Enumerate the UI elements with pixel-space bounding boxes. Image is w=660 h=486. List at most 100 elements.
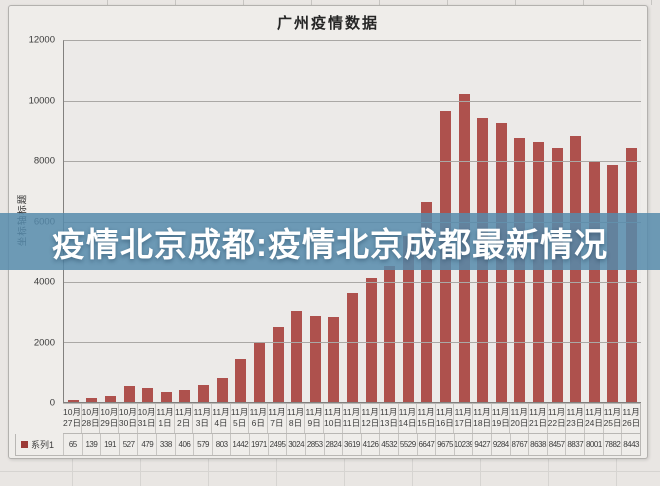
series-value-cell: 406 — [176, 434, 195, 455]
bar-slot — [529, 41, 548, 402]
series-value-cell: 4532 — [380, 434, 399, 455]
series-value-cell: 8767 — [511, 434, 530, 455]
series-value-cell: 65 — [64, 434, 83, 455]
data-table-row: 系列1 65 139 191 527 479 338 406 579 803 1442 1971 24… — [15, 434, 641, 456]
x-category-row: 10月 27日 10月 28日 10月 29日 10月 30日 10月 31日 11月 1日 11月 2日… — [63, 403, 641, 434]
series-value-cell: 139 — [83, 434, 102, 455]
bar-slot — [306, 41, 325, 402]
bar — [551, 147, 563, 402]
bar-slot — [511, 41, 530, 402]
x-category-label: 11月 13日 — [380, 404, 399, 433]
series-value-cell: 7882 — [604, 434, 623, 455]
legend-cell: 系列1 — [16, 434, 64, 455]
series-value-cell: 191 — [101, 434, 120, 455]
x-category-label: 10月 29日 — [100, 404, 119, 433]
x-category-label: 11月 12日 — [361, 404, 380, 433]
bar-slot — [604, 41, 623, 402]
series-value-cell: 479 — [138, 434, 158, 455]
series-value-cell: 9675 — [436, 434, 455, 455]
bar-slot — [362, 41, 381, 402]
x-category-label: 11月 6日 — [249, 404, 269, 433]
series-value-cell: 4126 — [362, 434, 381, 455]
series-value-cell: 3619 — [343, 434, 362, 455]
x-category-label: 11月 8日 — [287, 404, 306, 433]
bar — [235, 358, 247, 402]
bar-slot — [83, 41, 102, 402]
x-category-label: 11月 9日 — [305, 404, 324, 433]
x-category-label: 10月 31日 — [138, 404, 157, 433]
series-value-cell: 1971 — [250, 434, 269, 455]
series-value-cell: 3024 — [287, 434, 306, 455]
x-category-label: 11月 22日 — [548, 404, 567, 433]
bar — [421, 202, 433, 402]
series-value-cell: 9284 — [492, 434, 511, 455]
series-value-cell: 8638 — [529, 434, 548, 455]
bar-slot — [250, 41, 269, 402]
series-value-cell: 6647 — [418, 434, 437, 455]
x-category-label: 11月 20日 — [510, 404, 530, 433]
gridline — [64, 101, 641, 103]
x-category-label: 11月 11日 — [343, 404, 362, 433]
bar-slot — [194, 41, 213, 402]
x-category-label: 10月 30日 — [119, 404, 138, 433]
series-value-cell: 8001 — [585, 434, 604, 455]
x-category-label: 11月 18日 — [473, 404, 492, 433]
bar-slot — [399, 41, 418, 402]
x-category-label: 10月 28日 — [82, 404, 101, 433]
bar — [626, 148, 638, 402]
x-category-label: 11月 23日 — [566, 404, 585, 433]
bar-slot — [548, 41, 567, 402]
bar — [365, 277, 377, 402]
bar — [272, 326, 284, 402]
bar — [67, 400, 79, 402]
bar-slot — [287, 41, 306, 402]
bar — [105, 396, 117, 402]
bar — [179, 389, 191, 402]
bar — [309, 316, 321, 402]
x-category-label: 11月 26日 — [622, 407, 640, 428]
series-value-cell: 579 — [194, 434, 213, 455]
legend-label: 系列1 — [31, 440, 55, 450]
x-category-label: 11月 2日 — [175, 404, 194, 433]
watermark-banner: 疫情北京成都:疫情北京成都最新情况 — [0, 213, 660, 270]
x-category-label: 11月 14日 — [399, 404, 418, 433]
gridline — [64, 341, 641, 343]
y-tick-label: 12000 — [28, 34, 55, 46]
bar-slot — [418, 41, 437, 402]
series-value-cell: 338 — [157, 434, 176, 455]
chart-title: 广州疫情数据 — [276, 15, 379, 32]
series-value-cell: 527 — [120, 434, 139, 455]
banner-text: 疫情北京成都:疫情北京成都最新情况 — [52, 225, 608, 263]
x-category-label: 11月 5日 — [231, 404, 250, 433]
worksheet-column-ticks — [0, 0, 660, 5]
y-tick-label: 10000 — [28, 95, 55, 106]
bar-slot — [343, 41, 362, 402]
x-category-label: 11月 7日 — [268, 404, 287, 433]
bar-slot — [269, 41, 288, 402]
x-category-label: 11月 21日 — [529, 404, 548, 433]
series-value-cell: 2824 — [325, 434, 344, 455]
x-category-label: 11月 3日 — [193, 404, 213, 433]
x-category-label: 11月 19日 — [492, 404, 511, 433]
bar-slot — [622, 41, 641, 402]
x-category-label: 11月 24日 — [585, 404, 604, 433]
series-value-cell: 9427 — [473, 434, 493, 455]
x-category-label: 11月 4日 — [212, 404, 231, 433]
bar-slot — [325, 41, 344, 402]
series-value-cell: 8443 — [623, 440, 639, 449]
bar-slot — [176, 41, 195, 402]
x-category-label: 11月 1日 — [156, 404, 175, 433]
series-value-cell: 5529 — [399, 434, 418, 455]
series-value-cell: 10239 — [455, 434, 474, 455]
bar-slot — [380, 41, 399, 402]
series-value-cell: 2853 — [306, 434, 325, 455]
series-value-cell: 803 — [213, 434, 232, 455]
series-value-cell: 2495 — [269, 434, 288, 455]
bar-slot — [101, 41, 120, 402]
gridline — [64, 161, 641, 163]
series-value-cell: 8837 — [566, 434, 586, 455]
x-category-label: 11月 16日 — [436, 404, 455, 433]
bar — [216, 377, 228, 402]
bar — [384, 265, 396, 402]
x-category-label: 11月 10日 — [324, 404, 343, 433]
